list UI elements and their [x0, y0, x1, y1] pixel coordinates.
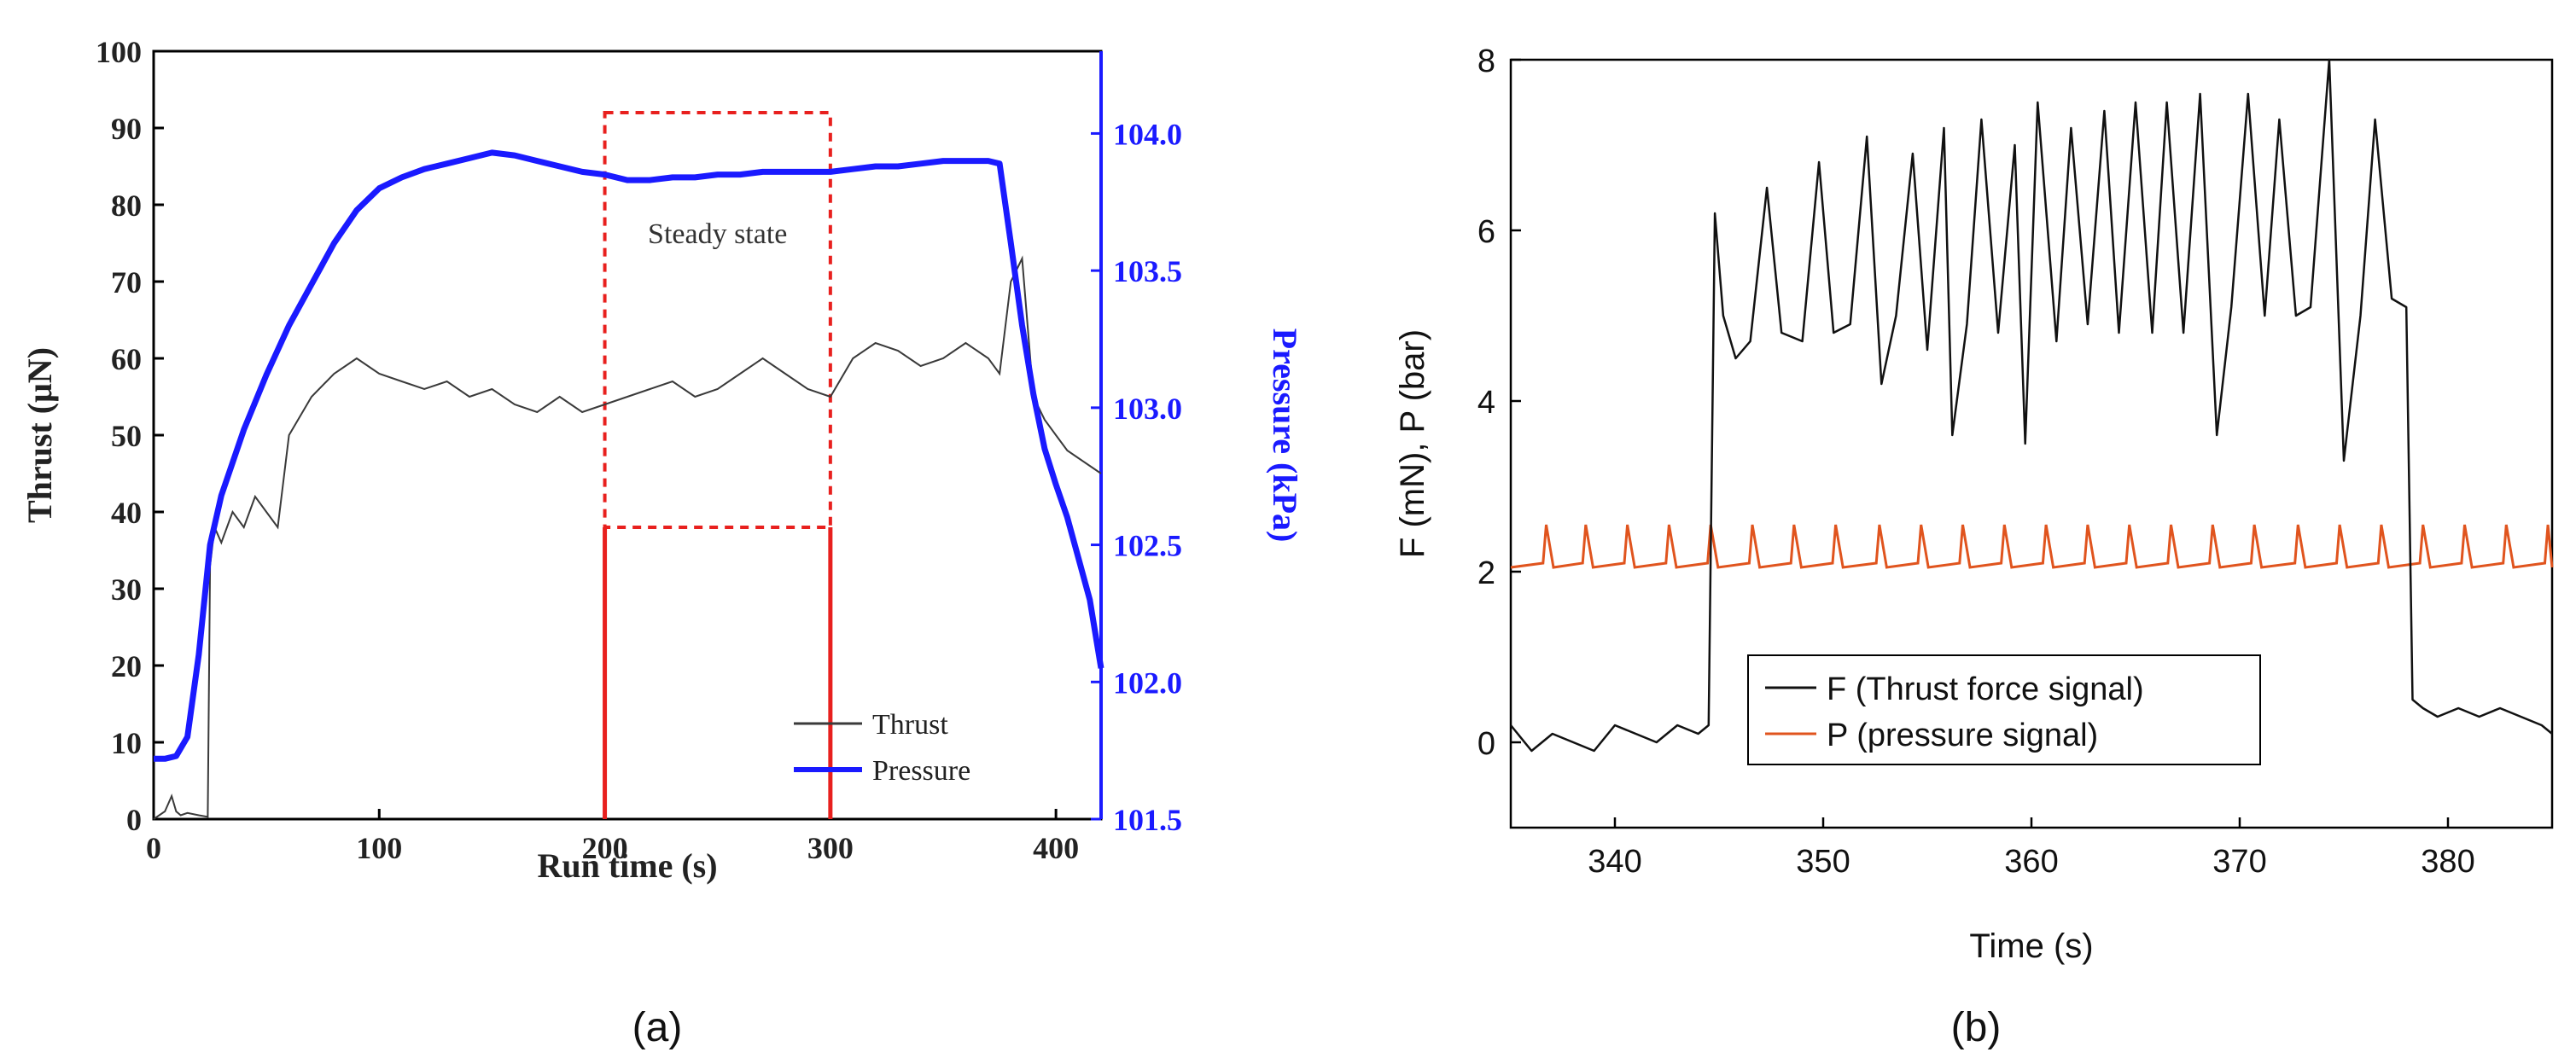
b-bottom-tick-label: 370	[2212, 844, 2266, 880]
legend-b-pressure-label: P (pressure signal)	[1827, 718, 2098, 753]
b-left-tick-label: 0	[1477, 726, 1495, 762]
b-bottom-tick-label: 340	[1588, 844, 1641, 880]
a-bottom-tick-label: 400	[1033, 831, 1079, 865]
panel-b: 0 2 4 6 8 340 350 360 370 380 F (Thrust force si…	[1394, 44, 2554, 1050]
legend-b: F (Thrust force signal) P (pressure sign…	[1747, 654, 2261, 765]
axis-a-right: 101.5 102.0 102.5 103.0 103.5 104.0	[1091, 117, 1182, 837]
plot-a-frame	[152, 49, 1103, 821]
b-left-tick-label: 4	[1477, 385, 1495, 421]
a-left-tick-label: 60	[111, 342, 142, 376]
a-bottom-tick-label: 300	[807, 831, 854, 865]
a-bottom-tick-label: 200	[582, 831, 628, 865]
a-right-tick-label: 101.5	[1113, 803, 1182, 837]
series-force-signal-line	[1510, 58, 2553, 753]
a-right-tick-label: 103.0	[1113, 392, 1182, 426]
steady-state-box	[603, 111, 832, 529]
a-left-tick-label: 50	[111, 419, 142, 453]
axis-a-ylabel: Thrust (μN)	[20, 347, 59, 523]
series-pressure-signal-line	[1510, 524, 2554, 569]
axis-a-left: 0 10 20 30 40 50 60 70 80 90 100	[96, 35, 164, 837]
axis-b-ylabel: F (mN), P (bar)	[1394, 329, 1431, 558]
series-pressure-line	[154, 149, 1104, 762]
b-left-tick-label: 2	[1477, 555, 1495, 591]
a-right-tick-label: 104.0	[1113, 117, 1182, 151]
axis-b-left: 0 2 4 6 8	[1477, 44, 1521, 762]
legend-a-thrust-label: Thrust	[872, 709, 948, 741]
legend-b-force-label: F (Thrust force signal)	[1827, 671, 2144, 707]
a-right-tick-label: 103.5	[1113, 254, 1182, 288]
steady-state-label: Steady state	[648, 218, 787, 250]
series-thrust-line	[153, 255, 1102, 820]
axis-b-xlabel: Time (s)	[1969, 927, 2093, 965]
a-right-tick-label: 102.5	[1113, 529, 1182, 563]
a-left-tick-label: 10	[111, 726, 142, 760]
b-bottom-tick-label: 380	[2421, 844, 2474, 880]
a-right-tick-label: 102.0	[1113, 666, 1182, 700]
a-bottom-tick-label: 0	[146, 831, 161, 865]
a-left-tick-label: 40	[111, 496, 142, 530]
a-left-tick-label: 20	[111, 649, 142, 683]
b-left-tick-label: 8	[1477, 44, 1495, 79]
a-left-tick-label: 30	[111, 573, 142, 607]
axis-a-bottom: 0 100 200 300 400	[146, 809, 1079, 865]
panel-b-label: (b)	[1951, 1005, 2002, 1050]
legend-a: Thrust Pressure	[794, 709, 970, 787]
a-left-tick-label: 80	[111, 189, 142, 223]
a-left-tick-label: 0	[126, 803, 142, 837]
axis-a-xlabel: Run time (s)	[537, 846, 717, 885]
a-left-tick-label: 100	[96, 35, 142, 69]
legend-b-box	[1747, 654, 2261, 765]
b-left-tick-label: 6	[1477, 214, 1495, 250]
a-left-tick-label: 70	[111, 265, 142, 299]
legend-a-pressure-label: Pressure	[872, 755, 970, 787]
b-bottom-tick-label: 350	[1796, 844, 1850, 880]
axis-b-bottom: 340 350 360 370 380	[1588, 817, 2475, 880]
a-left-tick-label: 90	[111, 112, 142, 146]
a-bottom-tick-label: 100	[356, 831, 402, 865]
axis-a-y2label: Pressure (kPa)	[1266, 328, 1304, 543]
b-bottom-tick-label: 360	[2004, 844, 2058, 880]
panel-a-label: (a)	[632, 1005, 683, 1050]
